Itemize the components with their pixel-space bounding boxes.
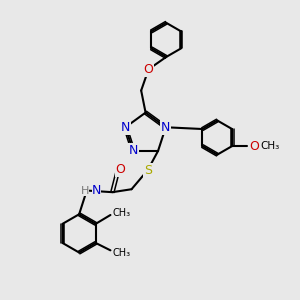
Text: S: S bbox=[144, 164, 152, 177]
Text: CH₃: CH₃ bbox=[113, 208, 131, 218]
Text: H: H bbox=[81, 186, 89, 196]
Text: N: N bbox=[121, 121, 130, 134]
Text: O: O bbox=[249, 140, 259, 153]
Text: CH₃: CH₃ bbox=[261, 141, 280, 151]
Text: O: O bbox=[144, 63, 154, 76]
Text: N: N bbox=[92, 184, 101, 197]
Text: O: O bbox=[116, 163, 126, 176]
Text: N: N bbox=[161, 121, 170, 134]
Text: CH₃: CH₃ bbox=[113, 248, 131, 258]
Text: N: N bbox=[128, 145, 138, 158]
